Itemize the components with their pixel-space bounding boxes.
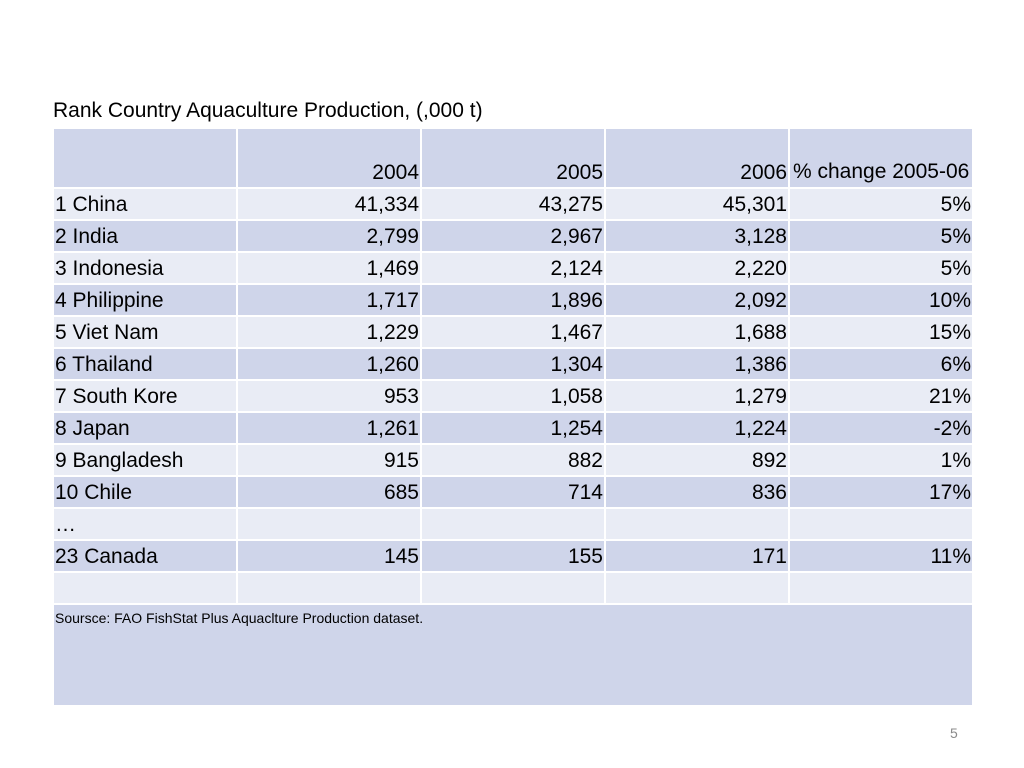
cell-2005: 155	[420, 539, 606, 573]
cell-country	[52, 571, 238, 605]
cell-2004: 1,229	[236, 315, 422, 349]
header-cell-pct-change: % change 2005-06	[788, 127, 974, 189]
cell-pct-change: 6%	[788, 347, 974, 381]
cell-country: 1 China	[52, 187, 238, 221]
cell-pct-change	[788, 507, 974, 541]
table-row: 4 Philippine 1,717 1,896 2,092 10%	[52, 283, 974, 317]
cell-2006: 1,688	[604, 315, 790, 349]
cell-2005: 1,896	[420, 283, 606, 317]
cell-2005: 1,304	[420, 347, 606, 381]
cell-2006: 45,301	[604, 187, 790, 221]
cell-pct-change: 5%	[788, 219, 974, 253]
cell-2004: 1,261	[236, 411, 422, 445]
cell-pct-change: 15%	[788, 315, 974, 349]
cell-country: …	[52, 507, 238, 541]
cell-country: 7 South Kore	[52, 379, 238, 413]
slide-title: Rank Country Aquaculture Production, (,0…	[53, 99, 483, 122]
aquaculture-production-table: 2004 2005 2006 % change 2005-06 1 China 4…	[52, 127, 974, 707]
table-row: …	[52, 507, 974, 541]
cell-2005: 43,275	[420, 187, 606, 221]
cell-2005: 2,124	[420, 251, 606, 285]
cell-country: 4 Philippine	[52, 283, 238, 317]
page-number: 5	[950, 725, 958, 741]
cell-pct-change: 21%	[788, 379, 974, 413]
source-row: Soursce: FAO FishStat Plus Aquaclture Pr…	[52, 603, 974, 707]
cell-2006: 1,386	[604, 347, 790, 381]
cell-2004: 685	[236, 475, 422, 509]
cell-2006: 836	[604, 475, 790, 509]
cell-pct-change: 11%	[788, 539, 974, 573]
cell-2005	[420, 571, 606, 605]
cell-pct-change: 10%	[788, 283, 974, 317]
cell-2006: 1,279	[604, 379, 790, 413]
cell-country: 2 India	[52, 219, 238, 253]
cell-country: 6 Thailand	[52, 347, 238, 381]
cell-2004: 1,469	[236, 251, 422, 285]
header-cell-2005: 2005	[420, 127, 606, 189]
cell-2005: 1,058	[420, 379, 606, 413]
header-cell-2006: 2006	[604, 127, 790, 189]
cell-2005: 1,254	[420, 411, 606, 445]
cell-2005: 1,467	[420, 315, 606, 349]
table-row: 5 Viet Nam 1,229 1,467 1,688 15%	[52, 315, 974, 349]
cell-country: 10 Chile	[52, 475, 238, 509]
cell-pct-change: 5%	[788, 251, 974, 285]
cell-2004: 1,260	[236, 347, 422, 381]
table-row: 10 Chile 685 714 836 17%	[52, 475, 974, 509]
cell-2006: 1,224	[604, 411, 790, 445]
cell-country: 9 Bangladesh	[52, 443, 238, 477]
cell-pct-change	[788, 571, 974, 605]
cell-country: 3 Indonesia	[52, 251, 238, 285]
cell-2006	[604, 507, 790, 541]
cell-country: 5 Viet Nam	[52, 315, 238, 349]
cell-2005: 882	[420, 443, 606, 477]
cell-2006: 892	[604, 443, 790, 477]
cell-2006: 3,128	[604, 219, 790, 253]
cell-2005: 2,967	[420, 219, 606, 253]
table-row: 2 India 2,799 2,967 3,128 5%	[52, 219, 974, 253]
table-row: 3 Indonesia 1,469 2,124 2,220 5%	[52, 251, 974, 285]
source-note: Soursce: FAO FishStat Plus Aquaclture Pr…	[52, 603, 974, 707]
cell-2004	[236, 507, 422, 541]
cell-2005	[420, 507, 606, 541]
header-row: 2004 2005 2006 % change 2005-06	[52, 127, 974, 189]
cell-pct-change: 1%	[788, 443, 974, 477]
cell-pct-change: 17%	[788, 475, 974, 509]
cell-2004: 1,717	[236, 283, 422, 317]
cell-2005: 714	[420, 475, 606, 509]
table-row	[52, 571, 974, 605]
cell-2006: 171	[604, 539, 790, 573]
cell-2006: 2,092	[604, 283, 790, 317]
header-cell-2004: 2004	[236, 127, 422, 189]
cell-country: 23 Canada	[52, 539, 238, 573]
cell-pct-change: -2%	[788, 411, 974, 445]
table-row: 8 Japan 1,261 1,254 1,224 -2%	[52, 411, 974, 445]
cell-2004: 145	[236, 539, 422, 573]
cell-country: 8 Japan	[52, 411, 238, 445]
cell-2004: 2,799	[236, 219, 422, 253]
table-body: 2004 2005 2006 % change 2005-06 1 China 4…	[52, 127, 974, 707]
cell-2004	[236, 571, 422, 605]
cell-2004: 953	[236, 379, 422, 413]
table-row: 9 Bangladesh 915 882 892 1%	[52, 443, 974, 477]
table-row: 7 South Kore 953 1,058 1,279 21%	[52, 379, 974, 413]
table-row: 23 Canada 145 155 171 11%	[52, 539, 974, 573]
table-row: 1 China 41,334 43,275 45,301 5%	[52, 187, 974, 221]
cell-2006	[604, 571, 790, 605]
cell-pct-change: 5%	[788, 187, 974, 221]
cell-2004: 41,334	[236, 187, 422, 221]
cell-2004: 915	[236, 443, 422, 477]
header-cell-rank-country	[52, 127, 238, 189]
table-row: 6 Thailand 1,260 1,304 1,386 6%	[52, 347, 974, 381]
cell-2006: 2,220	[604, 251, 790, 285]
